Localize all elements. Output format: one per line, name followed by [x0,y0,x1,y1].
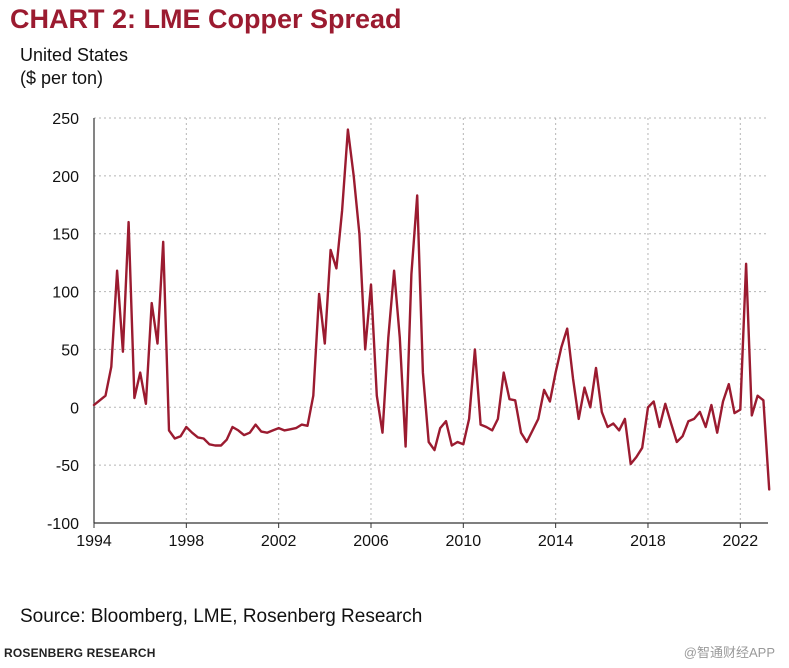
y-tick-label: 100 [52,285,79,302]
y-tick-label: 150 [52,227,79,244]
y-tick-label: -100 [47,516,79,533]
region-label: United States [20,45,129,65]
x-tick-label: 2022 [723,533,759,550]
series [92,128,771,491]
y-tick-label: 250 [52,111,79,128]
x-tick-label: 2014 [538,533,574,550]
series-line-copper-spread [92,128,771,491]
chart-subtitle: United States ($ per ton) [20,44,128,90]
x-tick-label: 2002 [261,533,297,550]
x-tick-label: 1994 [76,533,112,550]
x-tick-label: 2006 [353,533,389,550]
publisher-footer: ROSENBERG RESEARCH [4,646,156,660]
y-tick-label: 50 [61,342,79,359]
x-tick-label: 2010 [446,533,482,550]
y-tick-label: 0 [70,400,79,417]
grid [94,117,768,524]
x-tick-label: 2018 [630,533,666,550]
watermark: @智通财经APP [683,645,775,660]
y-tick-label: 200 [52,169,79,186]
axes [93,118,768,528]
units-label: ($ per ton) [20,68,104,88]
y-tick-label: -50 [56,458,79,475]
source-note: Source: Bloomberg, LME, Rosenberg Resear… [20,606,423,627]
chart-title: CHART 2: LME Copper Spread [10,4,402,34]
x-tick-label: 1998 [169,533,205,550]
